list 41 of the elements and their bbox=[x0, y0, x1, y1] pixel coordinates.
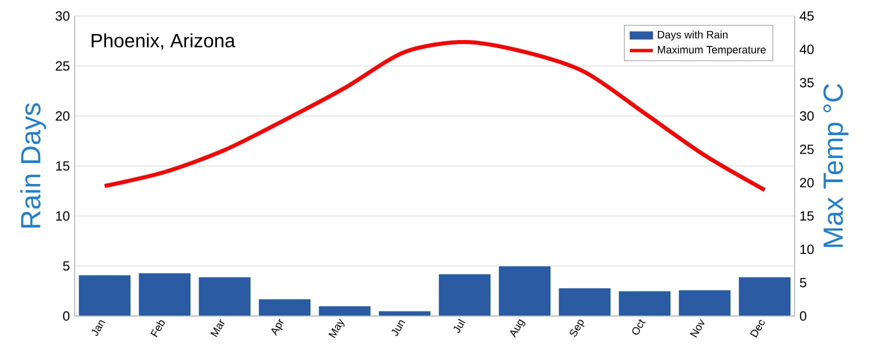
y2-tick-label: 45 bbox=[800, 11, 814, 21]
bar bbox=[498, 266, 552, 316]
y-tick-label: 0 bbox=[63, 311, 70, 321]
y-tick-label: 30 bbox=[56, 11, 70, 21]
bar bbox=[198, 276, 252, 316]
y-tick-label: 5 bbox=[63, 261, 70, 271]
x-tick-label: Jun bbox=[392, 320, 406, 336]
x-tick-label: Sep bbox=[570, 320, 584, 337]
y-tick-label: 25 bbox=[56, 61, 70, 71]
x-tick-label: Apr bbox=[271, 318, 284, 336]
legend-label: Days with Rain bbox=[658, 30, 728, 41]
y2-tick-label: 5 bbox=[800, 278, 806, 288]
y2-tick-label: 10 bbox=[800, 244, 814, 254]
y2-tick-label: 0 bbox=[800, 311, 806, 321]
y2-axis-title: Max Temp °C bbox=[823, 84, 848, 247]
x-tick-label: Dec bbox=[750, 320, 765, 338]
y2-tick-label: 40 bbox=[800, 44, 814, 54]
text: Phoenix, Arizona bbox=[92, 33, 236, 50]
legend-label: Maximum Temperature bbox=[658, 46, 766, 56]
y-axis-title: Rain Days bbox=[20, 103, 46, 228]
x-tick-label: Jul bbox=[454, 318, 466, 333]
x-tick-label: Feb bbox=[150, 320, 165, 338]
y2-tick-label: 30 bbox=[800, 111, 814, 121]
y-tick-label: 15 bbox=[56, 161, 70, 171]
y2-tick-label: 20 bbox=[800, 178, 814, 188]
y2-tick-label: 15 bbox=[800, 211, 814, 221]
bar bbox=[258, 298, 312, 316]
bar bbox=[78, 274, 132, 316]
x-tick-label: Mar bbox=[210, 319, 225, 338]
bar bbox=[138, 272, 192, 316]
bar bbox=[738, 276, 792, 316]
bar bbox=[618, 290, 672, 316]
bar bbox=[558, 288, 612, 316]
y-tick-label: 20 bbox=[56, 111, 70, 121]
x-tick-label: Jan bbox=[92, 320, 106, 336]
x-tick-label: Oct bbox=[632, 319, 646, 335]
y2-tick-label: 35 bbox=[800, 78, 814, 88]
y-tick-label: 10 bbox=[56, 211, 70, 221]
bar bbox=[438, 274, 492, 316]
bar bbox=[678, 290, 732, 316]
y2-tick-label: 25 bbox=[800, 144, 814, 154]
